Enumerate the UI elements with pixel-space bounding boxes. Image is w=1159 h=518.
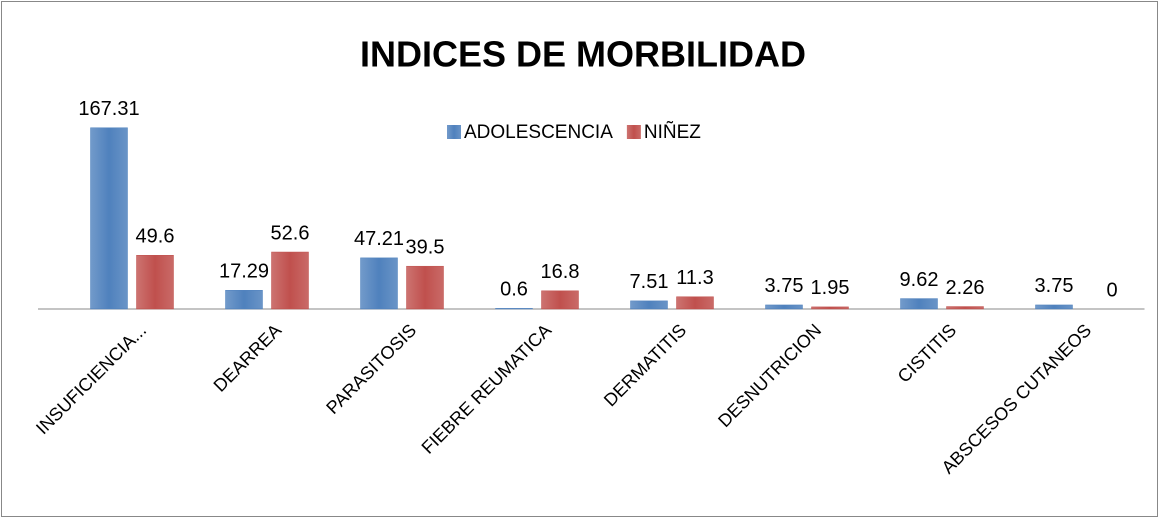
bar (541, 290, 579, 310)
data-label: 17.29 (219, 261, 269, 283)
data-label: 52.6 (271, 222, 310, 244)
data-label: 1.95 (811, 277, 850, 299)
bar (360, 257, 398, 310)
bar (676, 296, 714, 310)
bar (900, 298, 938, 310)
legend-swatch (447, 125, 461, 139)
legend-swatch (626, 125, 641, 139)
bar (271, 251, 309, 310)
data-label: 47.21 (354, 228, 404, 250)
bar (630, 300, 668, 310)
data-label: 167.31 (78, 98, 139, 120)
bar (90, 127, 128, 310)
legend-label: ADOLESCENCIA (464, 122, 613, 143)
chart-title: INDICES DE MORBILIDAD (360, 34, 806, 75)
bar (1035, 304, 1073, 310)
data-label: 3.75 (765, 275, 804, 297)
bar (136, 255, 174, 310)
data-label: 0.6 (500, 279, 528, 301)
data-label: 39.5 (406, 236, 445, 258)
data-label: 7.51 (630, 271, 669, 293)
data-label: 2.26 (946, 277, 985, 299)
bar (765, 304, 803, 310)
data-label: 9.62 (900, 269, 939, 291)
data-label: 0 (1106, 279, 1117, 301)
data-label: 16.8 (541, 261, 580, 283)
bar (406, 265, 444, 310)
bar (946, 306, 984, 310)
bar (495, 308, 533, 310)
bar (811, 306, 849, 310)
bar (225, 290, 263, 310)
data-label: 3.75 (1035, 275, 1074, 297)
data-label: 49.6 (136, 226, 175, 248)
data-label: 11.3 (676, 267, 713, 289)
legend-label: NIÑEZ (644, 121, 701, 143)
